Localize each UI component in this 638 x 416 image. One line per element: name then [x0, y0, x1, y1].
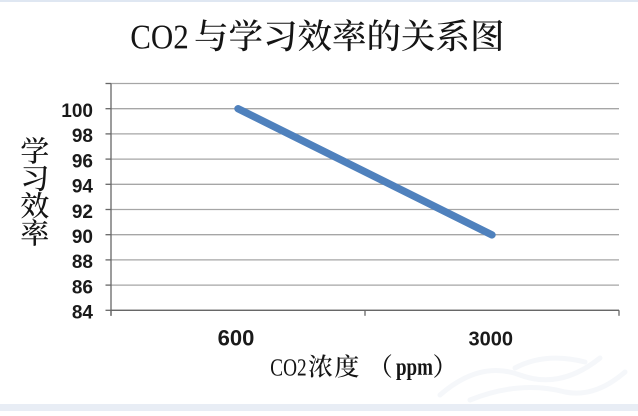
svg-text:86: 86 — [72, 277, 93, 298]
svg-text:98: 98 — [72, 126, 93, 147]
svg-text:88: 88 — [72, 252, 93, 273]
svg-text:3000: 3000 — [469, 328, 514, 350]
svg-text:92: 92 — [72, 202, 93, 223]
svg-text:94: 94 — [72, 177, 94, 198]
svg-text:600: 600 — [218, 325, 255, 350]
svg-text:84: 84 — [72, 303, 94, 324]
svg-text:100: 100 — [61, 101, 93, 122]
svg-text:90: 90 — [72, 227, 93, 248]
svg-text:96: 96 — [72, 151, 93, 172]
